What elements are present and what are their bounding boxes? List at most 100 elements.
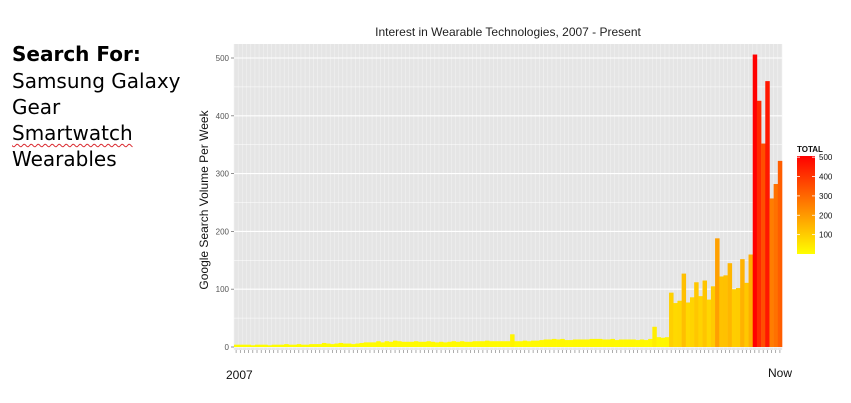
bar: [455, 341, 461, 347]
bar: [685, 302, 691, 347]
bar: [669, 292, 674, 347]
legend-colorbar: [797, 156, 815, 254]
search-term-smartwatch: Smartwatch: [12, 121, 133, 145]
legend-tick-label: 300: [819, 192, 833, 201]
search-term-smartwatch-row: Smartwatch: [12, 120, 192, 146]
bar: [719, 276, 724, 347]
bar: [769, 198, 774, 347]
bar: [761, 143, 766, 347]
bar: [731, 289, 737, 347]
bar: [689, 297, 695, 347]
bar: [593, 338, 599, 347]
bar: [547, 339, 553, 347]
bar: [309, 344, 314, 347]
legend: TOTAL 100 200 300 400 500: [797, 145, 833, 254]
bar: [756, 100, 762, 347]
bar: [476, 341, 482, 347]
bar: [443, 342, 448, 347]
legend-tick-label: 400: [819, 173, 833, 182]
bar: [405, 341, 410, 347]
bar: [359, 342, 364, 347]
bar: [250, 345, 256, 347]
bar: [610, 338, 615, 347]
bar: [380, 342, 385, 347]
bar: [263, 344, 268, 347]
bar: [459, 341, 465, 347]
bar: [698, 296, 703, 347]
x-axis-ticks: [235, 350, 781, 353]
bar: [464, 341, 469, 347]
bar: [321, 342, 327, 347]
y-tick-label: 200: [216, 227, 230, 236]
bar: [606, 339, 611, 347]
bar: [568, 340, 574, 347]
bar: [254, 344, 260, 347]
bar: [635, 340, 641, 347]
search-term-gear: Gear: [12, 95, 61, 119]
bar: [715, 238, 720, 347]
bar: [363, 342, 369, 347]
bar: [330, 344, 335, 347]
bar: [497, 341, 503, 347]
bar: [422, 341, 427, 347]
bar: [267, 345, 272, 347]
bar: [300, 344, 306, 347]
bar: [342, 343, 348, 347]
legend-tick-label: 200: [819, 211, 833, 220]
bar: [735, 288, 741, 347]
bar: [618, 339, 624, 347]
bar: [346, 343, 352, 347]
bar: [288, 344, 293, 347]
bar: [501, 341, 507, 347]
bar: [447, 341, 452, 347]
bar: [639, 339, 645, 347]
bar: [723, 275, 728, 347]
bar: [234, 344, 239, 347]
bar: [631, 339, 636, 347]
bar: [727, 263, 733, 347]
bar: [355, 343, 360, 347]
bar: [246, 344, 252, 347]
bar: [242, 344, 247, 347]
bar: [284, 344, 289, 347]
x-start-label: 2007: [226, 368, 253, 382]
bar: [426, 341, 431, 347]
bar: [773, 184, 779, 347]
bar: [418, 341, 423, 347]
bar: [748, 254, 754, 347]
bar: [468, 341, 473, 347]
bar: [589, 338, 595, 347]
bar: [296, 344, 302, 347]
search-term-wearables: Wearables: [12, 147, 117, 171]
bar: [388, 341, 394, 347]
bars: [234, 54, 783, 348]
y-tick-label: 300: [216, 170, 230, 179]
bar: [531, 340, 536, 347]
bar: [292, 344, 298, 347]
bar: [710, 286, 716, 347]
bar: [514, 341, 519, 347]
bar: [392, 340, 398, 347]
bar: [367, 342, 373, 347]
bar: [305, 344, 310, 347]
legend-title: TOTAL: [797, 145, 823, 154]
bar: [280, 344, 285, 347]
y-axis-label: Google Search Volume Per Week: [197, 109, 211, 289]
bar: [430, 341, 436, 347]
chart-title: Interest in Wearable Technologies, 2007 …: [375, 25, 641, 39]
bar: [744, 282, 749, 347]
bar: [602, 339, 607, 347]
y-tick-label: 500: [216, 54, 230, 63]
bar: [673, 303, 678, 347]
bar: [351, 344, 356, 347]
legend-tick-label: 100: [819, 231, 833, 240]
bar: [660, 337, 666, 347]
bar: [694, 282, 699, 347]
bar: [539, 340, 544, 347]
bar: [551, 338, 557, 347]
y-tick-label: 100: [216, 285, 230, 294]
bar: [652, 326, 657, 347]
bar: [581, 339, 586, 347]
bar: [238, 344, 243, 347]
bar: [317, 344, 323, 347]
